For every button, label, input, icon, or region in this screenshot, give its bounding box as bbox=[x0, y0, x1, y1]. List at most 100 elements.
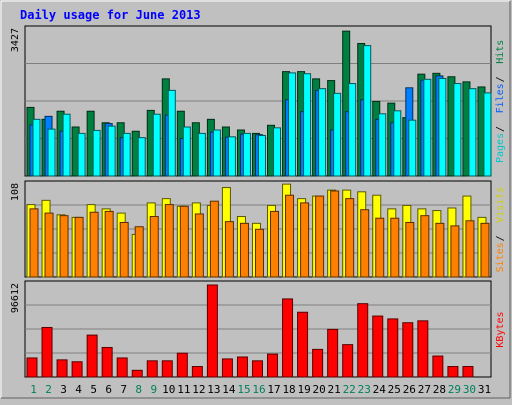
bar-kbytes-kbytes-day-4 bbox=[71, 361, 83, 378]
bar-visits-sites-day-13 bbox=[209, 200, 219, 278]
bar-visits-sites-day-29 bbox=[450, 225, 460, 278]
legend-visits-sites: Sites bbox=[495, 242, 506, 272]
bar-hits-pages-day-7 bbox=[122, 132, 131, 177]
bar-visits-sites-day-31 bbox=[480, 222, 490, 278]
day-label-28: 28 bbox=[433, 383, 446, 396]
bar-hits-pages-day-4 bbox=[77, 132, 86, 177]
day-label-7: 7 bbox=[120, 383, 127, 396]
bar-visits-sites-day-19 bbox=[300, 202, 310, 278]
day-label-15: 15 bbox=[237, 383, 250, 396]
bar-kbytes-kbytes-day-16 bbox=[251, 360, 263, 378]
bar-visits-sites-day-4 bbox=[74, 216, 84, 278]
bar-visits-sites-day-28 bbox=[435, 222, 445, 278]
bar-visits-sites-day-21 bbox=[330, 190, 340, 278]
day-label-24: 24 bbox=[373, 383, 387, 396]
bar-kbytes-kbytes-day-14 bbox=[221, 358, 233, 378]
bar-visits-sites-day-9 bbox=[149, 216, 159, 278]
bar-visits-sites-day-27 bbox=[420, 215, 430, 278]
bar-visits-sites-day-5 bbox=[89, 211, 99, 278]
day-label-29: 29 bbox=[448, 383, 461, 396]
bar-kbytes-kbytes-day-8 bbox=[131, 369, 143, 378]
bar-kbytes-kbytes-day-25 bbox=[387, 318, 399, 378]
day-label-4: 4 bbox=[75, 383, 82, 396]
legend-hits-separator: / bbox=[495, 76, 506, 82]
bar-kbytes-kbytes-day-28 bbox=[432, 355, 444, 378]
bar-visits-sites-day-25 bbox=[390, 217, 400, 278]
day-label-14: 14 bbox=[222, 383, 236, 396]
bar-visits-sites-day-24 bbox=[375, 217, 385, 278]
day-label-30: 30 bbox=[463, 383, 476, 396]
bar-hits-pages-day-17 bbox=[273, 127, 282, 177]
bar-visits-sites-day-20 bbox=[315, 195, 325, 278]
bar-kbytes-kbytes-day-15 bbox=[236, 356, 248, 378]
day-label-19: 19 bbox=[297, 383, 310, 396]
panel-kbytes-max-label: 96612 bbox=[10, 283, 21, 313]
day-label-17: 17 bbox=[267, 383, 280, 396]
day-label-13: 13 bbox=[207, 383, 220, 396]
bar-kbytes-kbytes-day-27 bbox=[417, 320, 429, 378]
bar-hits-pages-day-10 bbox=[167, 89, 176, 177]
legend-hits-files: Files bbox=[495, 83, 506, 113]
bar-hits-pages-day-2 bbox=[47, 128, 56, 177]
day-axis-labels: 1 2 3 4 5 6 7 8 9 10 11 12 13 14 15 16 17 18 19 20 21 22 23 24 2… bbox=[30, 383, 491, 396]
bar-hits-pages-day-28 bbox=[438, 77, 447, 177]
bar-hits-pages-day-18 bbox=[288, 72, 297, 177]
bar-visits-sites-day-7 bbox=[119, 221, 129, 278]
legend-visits-separator: / bbox=[495, 235, 506, 241]
bar-hits-pages-day-25 bbox=[393, 110, 402, 177]
bar-visits-sites-day-8 bbox=[134, 226, 144, 278]
bar-kbytes-kbytes-day-5 bbox=[86, 334, 98, 378]
bar-kbytes-kbytes-day-17 bbox=[267, 353, 279, 378]
bar-hits-pages-day-22 bbox=[348, 83, 357, 177]
panel-hits-max-label: 3427 bbox=[10, 28, 21, 52]
bar-kbytes-kbytes-day-9 bbox=[146, 360, 158, 378]
bar-kbytes-kbytes-day-20 bbox=[312, 348, 324, 378]
legend-hits-pages: Pages bbox=[495, 133, 506, 163]
bar-visits-sites-day-11 bbox=[179, 205, 189, 278]
day-label-9: 9 bbox=[150, 383, 157, 396]
day-label-11: 11 bbox=[177, 383, 190, 396]
bar-hits-pages-day-16 bbox=[257, 135, 266, 177]
bar-kbytes-kbytes-day-19 bbox=[297, 311, 309, 378]
day-label-27: 27 bbox=[418, 383, 431, 396]
legend-kbytes-kbytes: KBytes bbox=[495, 311, 506, 347]
day-label-8: 8 bbox=[135, 383, 142, 396]
bar-hits-pages-day-11 bbox=[182, 126, 191, 177]
panel-hits: 3427 Pages / Files / Hits bbox=[10, 25, 506, 177]
day-label-12: 12 bbox=[192, 383, 205, 396]
bar-kbytes-kbytes-day-21 bbox=[327, 328, 339, 378]
bar-hits-pages-day-19 bbox=[303, 73, 312, 177]
bar-visits-sites-day-10 bbox=[164, 204, 174, 278]
panel-kbytes: 96612 KBytes bbox=[10, 280, 506, 378]
bar-visits-sites-day-3 bbox=[59, 215, 69, 278]
bar-hits-pages-day-1 bbox=[32, 118, 41, 177]
chart-title: Daily usage for June 2013 bbox=[20, 8, 201, 22]
bar-hits-pages-day-27 bbox=[423, 78, 432, 177]
bar-kbytes-kbytes-day-1 bbox=[26, 357, 38, 378]
bar-kbytes-kbytes-day-6 bbox=[101, 346, 113, 378]
bar-visits-sites-day-18 bbox=[285, 194, 295, 278]
bar-hits-pages-day-23 bbox=[363, 45, 372, 177]
bar-hits-pages-day-5 bbox=[92, 129, 101, 177]
day-label-31: 31 bbox=[478, 383, 491, 396]
legend-visits-visits: Visits bbox=[495, 187, 506, 223]
bar-hits-pages-day-24 bbox=[378, 113, 387, 177]
day-label-6: 6 bbox=[105, 383, 112, 396]
bar-hits-pages-day-21 bbox=[333, 92, 342, 177]
day-label-26: 26 bbox=[403, 383, 416, 396]
bar-hits-pages-day-14 bbox=[227, 136, 236, 177]
bar-kbytes-kbytes-day-12 bbox=[191, 366, 203, 378]
bar-kbytes-kbytes-day-30 bbox=[462, 366, 474, 378]
day-label-21: 21 bbox=[328, 383, 341, 396]
bar-visits-sites-day-26 bbox=[405, 221, 415, 278]
bar-kbytes-kbytes-day-11 bbox=[176, 352, 188, 378]
day-label-18: 18 bbox=[282, 383, 295, 396]
bar-kbytes-kbytes-day-2 bbox=[41, 326, 53, 378]
bar-visits-sites-day-2 bbox=[44, 212, 54, 278]
bar-kbytes-kbytes-day-26 bbox=[402, 322, 414, 378]
bar-visits-sites-day-23 bbox=[360, 209, 370, 278]
bar-visits-sites-day-6 bbox=[104, 210, 114, 278]
day-label-16: 16 bbox=[252, 383, 265, 396]
